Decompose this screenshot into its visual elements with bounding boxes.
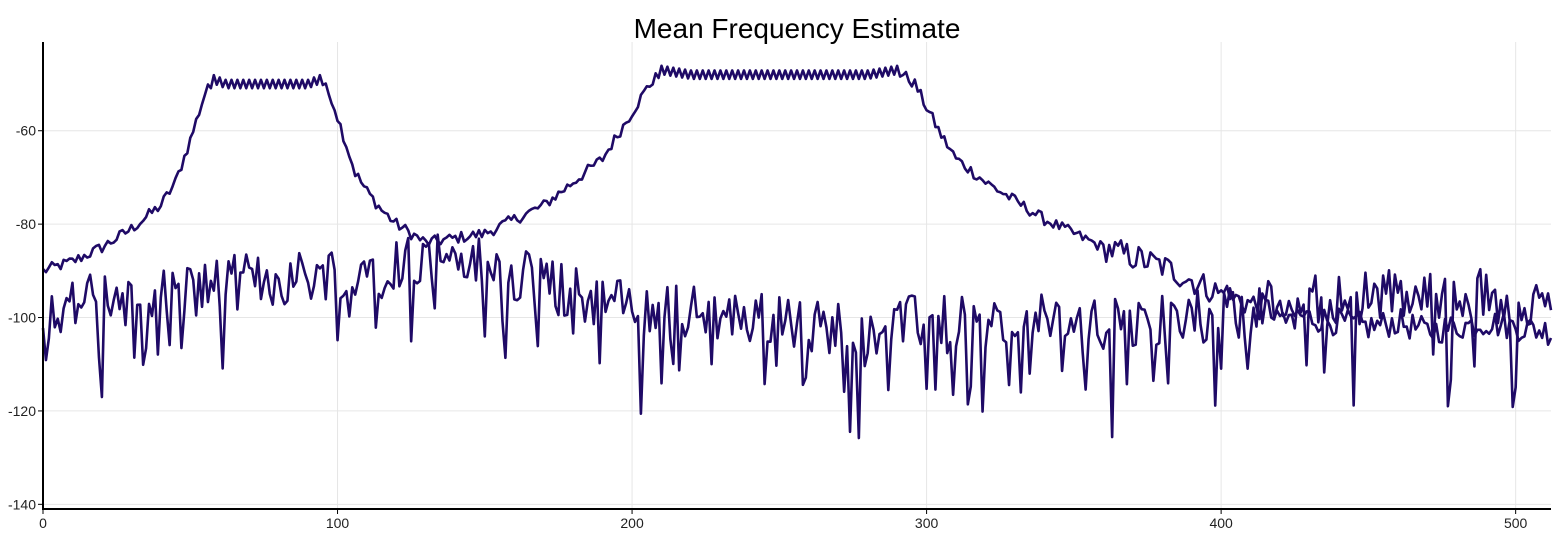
x-tick-label: 100 bbox=[326, 515, 350, 531]
tick-layer: 0 100 200 300 400 500 -60 -80 -100 -120 -140 bbox=[8, 123, 1528, 531]
y-tick-label: -120 bbox=[8, 403, 36, 419]
x-tick-label: 500 bbox=[1504, 515, 1528, 531]
chart-title: Mean Frequency Estimate bbox=[634, 13, 961, 44]
series-layer bbox=[41, 64, 1553, 440]
series-line-2 bbox=[41, 233, 1553, 440]
y-tick-label: -140 bbox=[8, 496, 36, 512]
x-tick-label: 300 bbox=[915, 515, 939, 531]
axis-layer bbox=[42, 42, 1551, 510]
series-line-1 bbox=[42, 64, 1553, 346]
x-tick-label: 400 bbox=[1209, 515, 1233, 531]
grid-layer bbox=[43, 42, 1551, 509]
y-tick-label: -80 bbox=[16, 216, 36, 232]
x-tick-label: 0 bbox=[39, 515, 47, 531]
y-tick-label: -100 bbox=[8, 310, 36, 326]
x-tick-label: 200 bbox=[620, 515, 644, 531]
y-tick-label: -60 bbox=[16, 123, 36, 139]
